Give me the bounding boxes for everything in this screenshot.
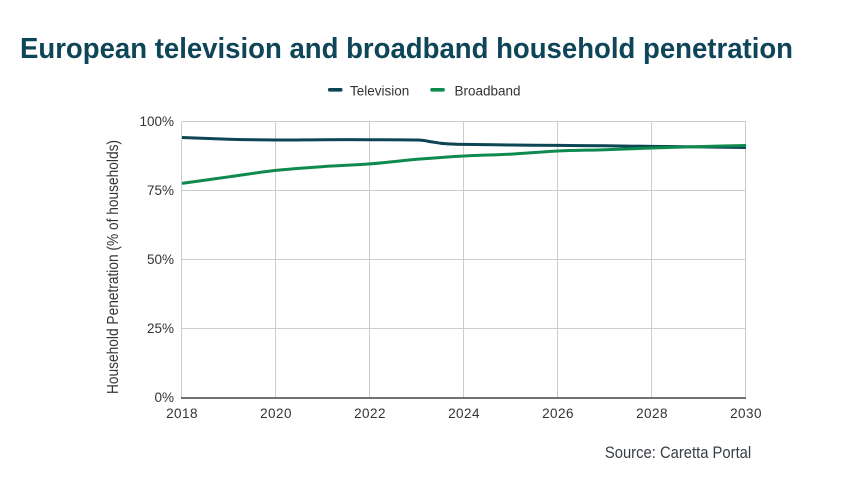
svg-text:2026: 2026 [542,406,574,421]
svg-text:50%: 50% [147,252,174,267]
svg-text:0%: 0% [154,390,174,405]
svg-text:2022: 2022 [354,406,386,421]
svg-text:2020: 2020 [260,406,292,421]
svg-text:2018: 2018 [166,406,198,421]
svg-text:2024: 2024 [448,406,480,421]
svg-text:75%: 75% [147,183,174,198]
svg-text:100%: 100% [139,114,174,129]
svg-text:Household Penetration (% of ho: Household Penetration (% of households) [105,140,122,394]
svg-text:2028: 2028 [636,406,668,421]
svg-text:2030: 2030 [730,406,762,421]
svg-text:Broadband: Broadband [455,83,521,98]
svg-text:25%: 25% [147,321,174,336]
svg-text:Television: Television [350,83,409,98]
